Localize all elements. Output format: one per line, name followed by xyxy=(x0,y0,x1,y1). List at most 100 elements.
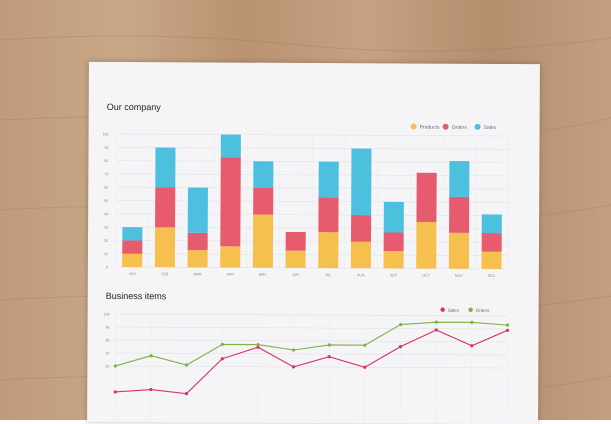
bar-segment xyxy=(383,232,404,252)
y-tick-label: 60 xyxy=(105,364,109,368)
data-point xyxy=(327,343,331,347)
data-point xyxy=(327,355,331,359)
gridline xyxy=(115,313,508,317)
bar-segment xyxy=(220,157,241,247)
vertical-gridline xyxy=(474,135,477,269)
data-point xyxy=(149,354,153,358)
vertical-gridline xyxy=(221,314,223,423)
x-tick-label: JUL xyxy=(325,273,331,277)
vertical-gridline xyxy=(344,135,346,269)
bar-segment xyxy=(122,227,143,241)
x-tick-label: JUN xyxy=(292,273,299,277)
vertical-gridline xyxy=(376,135,379,269)
x-tick-label: FEB xyxy=(161,272,169,276)
y-tick-label: 40 xyxy=(104,212,108,216)
y-tick-label: 80 xyxy=(105,338,109,342)
bar-segment xyxy=(253,187,274,215)
series-line xyxy=(115,321,508,367)
series-line xyxy=(115,329,508,395)
data-point xyxy=(505,328,510,332)
data-point xyxy=(184,392,189,396)
data-point xyxy=(185,363,189,367)
bar-segment xyxy=(252,214,274,268)
stacked-bar-chart: 0 10 20 30 40 50 60 70 80 90 100 JAN FEB MAR APR MAY JUN… xyxy=(103,123,509,278)
vertical-gridline xyxy=(114,313,116,422)
vertical-gridline xyxy=(148,134,150,268)
bar-segment xyxy=(481,251,502,269)
data-point xyxy=(470,320,474,324)
bar-segment xyxy=(122,240,143,254)
y-tick-label: 50 xyxy=(104,199,108,203)
vertical-gridline xyxy=(246,134,248,268)
bar-segment xyxy=(220,134,241,158)
data-point xyxy=(220,342,224,347)
y-tick-label: 100 xyxy=(103,132,109,136)
y-tick-label: 70 xyxy=(104,172,108,176)
legend-label: Sales xyxy=(448,308,460,313)
y-tick-label: 70 xyxy=(105,351,109,355)
y-tick-label: 100 xyxy=(104,312,110,316)
legend-label: Orders xyxy=(452,125,468,131)
vertical-gridline xyxy=(435,315,437,424)
paper-sheet: Our company 0 10 20 30 40 50 60 70 80 90 100 JAN FEB… xyxy=(87,61,540,424)
bar-segment xyxy=(187,232,208,251)
vertical-gridline xyxy=(311,134,313,268)
legend-marker xyxy=(410,123,417,130)
vertical-gridline xyxy=(115,133,117,267)
y-tick-label: 90 xyxy=(104,146,108,150)
bar-segment xyxy=(253,161,274,188)
gridline xyxy=(115,352,508,356)
bar-segment xyxy=(122,253,143,268)
x-tick-label: SEP xyxy=(390,273,398,277)
data-point xyxy=(470,344,474,348)
gridline xyxy=(115,365,508,369)
bar-segment xyxy=(285,231,306,251)
y-tick-label: 10 xyxy=(104,252,108,256)
y-tick-label: 30 xyxy=(104,226,108,230)
bar-segment xyxy=(350,241,372,269)
x-tick-label: MAR xyxy=(193,272,201,276)
vertical-gridline xyxy=(180,134,183,268)
data-point xyxy=(220,357,224,361)
y-tick-label: 20 xyxy=(104,239,108,243)
y-tick-label: 0 xyxy=(106,265,108,269)
legend-label: Products xyxy=(420,125,440,131)
data-point xyxy=(399,322,403,327)
bar-segment xyxy=(351,148,372,216)
vertical-gridline xyxy=(506,316,508,424)
x-tick-label: NOV xyxy=(455,274,463,278)
data-point xyxy=(113,364,117,368)
vertical-gridline xyxy=(409,135,411,269)
y-tick-label: 60 xyxy=(104,186,108,190)
data-point xyxy=(292,348,296,352)
legend-marker xyxy=(442,123,449,130)
data-point xyxy=(149,387,153,392)
vertical-gridline xyxy=(278,134,281,268)
vertical-gridline xyxy=(186,314,188,423)
x-tick-label: DEC xyxy=(488,274,496,278)
legend-marker xyxy=(440,307,445,312)
x-tick-label: APR xyxy=(226,273,234,277)
bar-segment xyxy=(318,161,339,198)
bar-segment xyxy=(285,250,306,268)
vertical-gridline xyxy=(364,315,366,424)
vertical-gridline xyxy=(442,135,444,269)
legend-label: Orders xyxy=(476,308,491,313)
x-tick-label: AUG xyxy=(357,273,365,277)
line-chart: 60 70 80 90 100 Sales Orders xyxy=(104,307,510,424)
bar-segment xyxy=(220,246,241,268)
bar-segment xyxy=(187,187,208,233)
gridline xyxy=(115,339,508,343)
chart-title: Our company xyxy=(106,101,161,113)
legend-marker xyxy=(474,123,481,130)
data-point xyxy=(256,345,260,349)
y-tick-label: 80 xyxy=(104,159,108,163)
data-point xyxy=(363,365,367,369)
vertical-gridline xyxy=(471,315,473,424)
data-point xyxy=(434,320,438,324)
bar-segment xyxy=(155,147,176,188)
data-point xyxy=(434,328,438,332)
bar-segment xyxy=(351,214,372,242)
bar-segment xyxy=(481,214,502,234)
bar-segment xyxy=(383,251,404,269)
